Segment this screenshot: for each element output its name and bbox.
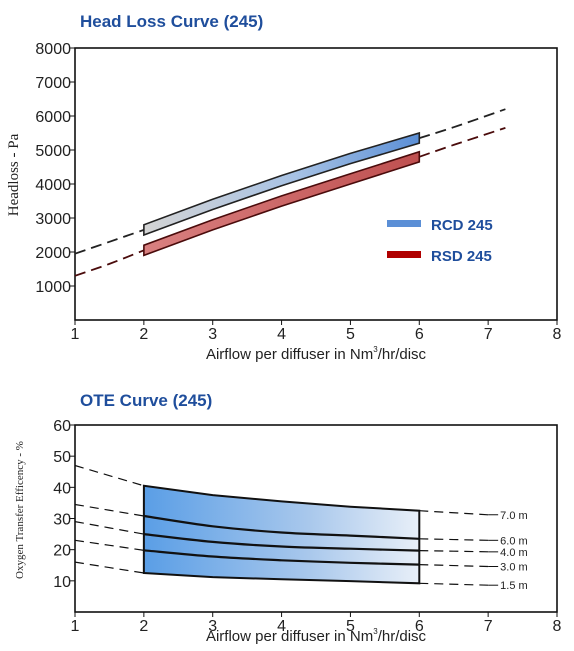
ote-y-tick-label: 20 xyxy=(53,543,71,560)
ote-curve-4-0-mm-dashed-left xyxy=(74,521,145,535)
ote-depth-label: 7.0 m xyxy=(500,510,528,522)
headloss-legend: RCD 245 RSD 245 xyxy=(387,217,493,265)
ote-curve-7-0-mm-dashed-right xyxy=(419,510,489,516)
ote-y-tick-label: 40 xyxy=(53,480,71,497)
headloss-x-tick-label: 5 xyxy=(346,326,355,343)
headloss-x-ticks: 1 2 3 4 5 6 7 8 xyxy=(71,320,562,343)
ote-x-tick-label: 2 xyxy=(139,618,148,635)
legend-label-rcd: RCD 245 xyxy=(431,217,493,234)
headloss-y-axis-label: Headloss - Pa xyxy=(6,133,22,216)
rsd-dashed-extension-low xyxy=(74,249,145,277)
ote-curve-7-0-mm-dashed-left xyxy=(74,464,145,487)
ote-x-tick-label: 1 xyxy=(71,618,80,635)
ote-chart-title: OTE Curve (245) xyxy=(80,391,212,410)
ote-y-tick-label: 60 xyxy=(53,418,71,435)
legend-swatch-rcd xyxy=(387,220,421,227)
ote-y-tick-label: 30 xyxy=(53,512,71,529)
ote-y-tick-label: 50 xyxy=(53,449,71,466)
rcd-dashed-extension-low xyxy=(74,229,145,255)
ote-y-axis-label: Oxygen Transfer Efficency - % xyxy=(14,441,26,579)
headloss-chart-title: Head Loss Curve (245) xyxy=(80,12,263,31)
headloss-x-axis-label: Airflow per diffuser in Nm3/hr/disc xyxy=(206,345,427,363)
ote-curve-3-0-mm-dashed-left xyxy=(74,539,144,551)
ote-y-tick-label: 10 xyxy=(53,574,71,591)
ote-curve-3-0-mm-solid xyxy=(143,549,420,566)
ote-x-tick-label: 8 xyxy=(553,618,562,635)
headloss-y-tick-label: 2000 xyxy=(35,245,71,262)
ote-depth-label: 6.0 m xyxy=(500,535,528,547)
ote-depth-label: 1.5 m xyxy=(500,580,528,592)
headloss-y-ticks: 1000 2000 3000 4000 5000 6000 7000 8000 xyxy=(35,41,75,296)
rcd-dashed-extension-high xyxy=(419,108,506,139)
ote-curve-3-0-mm-dashed-right xyxy=(419,564,489,568)
ote-x-tick-label: 4 xyxy=(277,618,286,635)
headloss-y-tick-label: 8000 xyxy=(35,41,71,58)
ote-curve-6-0-mm-dashed-right xyxy=(419,538,489,541)
headloss-x-tick-label: 4 xyxy=(277,326,286,343)
ote-curve-6-0-mm-dashed-left xyxy=(74,503,144,517)
headloss-x-tick-label: 7 xyxy=(484,326,493,343)
ote-curve-4-0-mm-dashed-right xyxy=(419,550,489,553)
legend-label-rsd: RSD 245 xyxy=(431,248,492,265)
ote-x-tick-label: 3 xyxy=(208,618,217,635)
headloss-y-tick-label: 4000 xyxy=(35,177,71,194)
ote-curve-1-5-mm-dashed-right xyxy=(419,582,489,586)
ote-y-ticks: 10 20 30 40 50 60 xyxy=(53,418,75,591)
headloss-y-tick-label: 3000 xyxy=(35,211,71,228)
ote-x-axis-label: Airflow per diffuser in Nm3/hr/disc xyxy=(206,627,427,645)
headloss-y-tick-label: 1000 xyxy=(35,279,71,296)
ote-x-tick-label: 5 xyxy=(346,618,355,635)
headloss-plot-frame xyxy=(74,47,558,321)
headloss-y-tick-label: 6000 xyxy=(35,109,71,126)
headloss-curves xyxy=(74,108,506,277)
headloss-x-tick-label: 2 xyxy=(139,326,148,343)
rsd-band xyxy=(143,150,421,257)
headloss-x-tick-label: 8 xyxy=(553,326,562,343)
rsd-dashed-extension-high xyxy=(419,127,506,158)
ote-curve-4-0-mm-solid xyxy=(143,533,420,552)
ote-x-tick-label: 7 xyxy=(484,618,493,635)
ote-x-tick-label: 6 xyxy=(415,618,424,635)
ote-x-ticks: 1 2 3 4 5 6 7 8 xyxy=(71,612,562,635)
legend-swatch-rsd xyxy=(387,251,421,258)
ote-curves: 7.0 m 6.0 m4.0 m 3.0 m 1.5 m xyxy=(74,464,528,592)
headloss-x-tick-label: 3 xyxy=(208,326,217,343)
ote-curve-6-0-mm-solid xyxy=(143,514,420,540)
ote-depth-label: 3.0 m xyxy=(500,561,528,573)
headloss-x-tick-label: 6 xyxy=(415,326,424,343)
headloss-y-tick-label: 7000 xyxy=(35,75,71,92)
rcd-band xyxy=(143,131,421,237)
headloss-y-tick-label: 5000 xyxy=(35,143,71,160)
ote-curve-1-5-mm-dashed-left xyxy=(74,561,144,574)
headloss-x-tick-label: 1 xyxy=(71,326,80,343)
ote-depth-label: 4.0 m xyxy=(500,547,528,559)
